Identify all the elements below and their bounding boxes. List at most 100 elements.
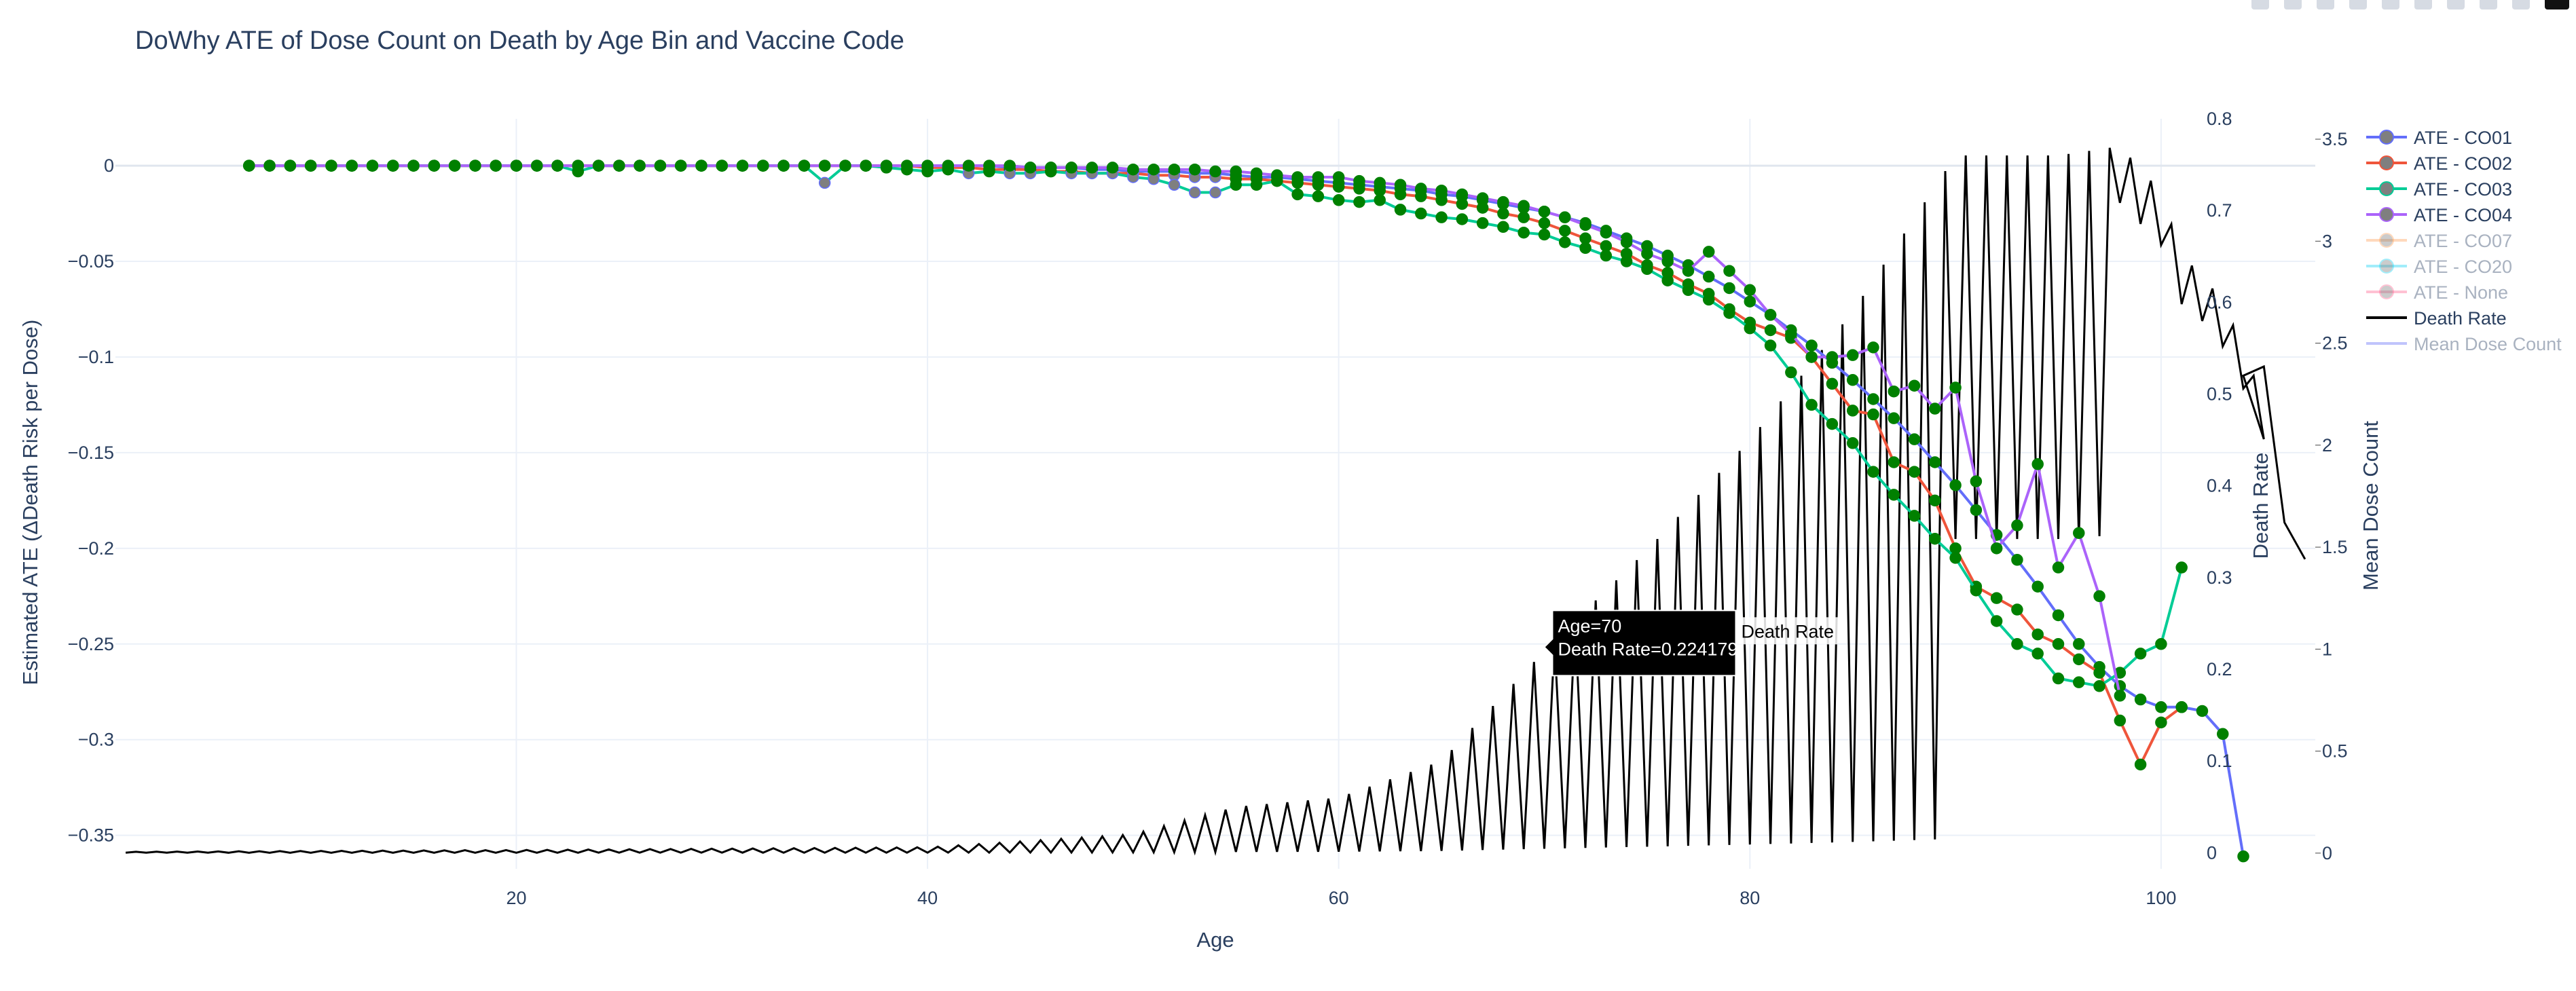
series-ate-co04-point (1641, 247, 1653, 260)
series-ate-co04-point (1086, 162, 1099, 174)
zoom-in-icon[interactable] (2414, 0, 2432, 10)
series-ate-co04-point (1723, 265, 1735, 277)
series-ate-co04-point (757, 160, 769, 172)
series-ate-co04-point (2011, 519, 2023, 531)
series-ate-co03-point (2093, 680, 2105, 692)
legend-swatch-marker (2379, 181, 2394, 196)
y-tick-label: −0.1 (78, 347, 114, 367)
y2-tick-label: 0.2 (2207, 659, 2232, 679)
series-ate-co04-point (1250, 167, 1263, 180)
series-ate-co04-point (880, 160, 893, 172)
y3-tick-label: 3.5 (2322, 129, 2348, 149)
y3-tick-label: 0 (2322, 843, 2332, 863)
y3-axis-title: Mean Dose Count (2359, 421, 2382, 591)
series-ate-co03-point (1332, 194, 1345, 206)
series-ate-co03-point (1867, 466, 1879, 478)
series-ate-co04-point (1106, 162, 1119, 174)
series-ate-co03-point (1188, 186, 1201, 199)
series-ate-co03-point (2052, 672, 2065, 685)
legend-label: ATE - CO07 (2414, 231, 2512, 251)
series-death-rate-line (125, 147, 2306, 857)
series-ate-co01-point (1702, 270, 1715, 283)
series-ate-co03-point (1456, 213, 1469, 225)
legend-swatch-marker (2379, 233, 2394, 248)
series-ate-co03-point (1394, 204, 1407, 216)
pan-icon[interactable] (2317, 0, 2334, 10)
series-ate-co04-point (1374, 176, 1386, 189)
series-ate-co04-point (1147, 163, 1160, 176)
series-ate-co04-point (1312, 171, 1325, 183)
y2-axis-title: Death Rate (2249, 453, 2273, 559)
legend-item-death-rate[interactable]: Death Rate (2366, 308, 2507, 329)
y2-tick-label: 0 (2207, 842, 2217, 863)
y2-tick-label: 0.4 (2207, 476, 2232, 496)
series-ate-co03-point (1744, 322, 1756, 335)
legend-label: ATE - CO01 (2414, 128, 2512, 148)
modebar (2251, 0, 2569, 12)
box-select-icon[interactable] (2349, 0, 2367, 10)
y2-tick-label: 0.5 (2207, 384, 2232, 405)
series-ate-co04-point (674, 160, 687, 172)
legend-swatch-marker (2379, 207, 2394, 222)
series-ate-co04-point (777, 160, 790, 172)
hover-line-1: Age=70 (1558, 616, 1621, 636)
series-ate-co04-point (263, 160, 276, 172)
y-axis-title: Estimated ATE (ΔDeath Risk per Dose) (18, 320, 42, 686)
legend-label: ATE - CO04 (2414, 205, 2512, 225)
hover-trace-name: Death Rate (1741, 621, 1834, 641)
series-ate-co01-point (1867, 393, 1879, 405)
x-tick-label: 60 (1329, 888, 1349, 908)
series-ate-co04-point (1291, 171, 1304, 183)
series-ate-co04-point (613, 160, 625, 172)
series-ate-co01-point (1805, 339, 1818, 352)
ticks-layer: 20 40 60 80 1000−0.05−0.1−0.15−0.2−0.25−0.3−… (68, 109, 2348, 908)
series-ate-co01-point (1846, 374, 1859, 386)
series-ate-co03-point (2175, 561, 2188, 574)
y2-tick-label: 0.7 (2207, 200, 2232, 221)
series-ate-co04-point (1949, 381, 1962, 394)
series-ate-co04-point (2073, 527, 2085, 540)
legend-item-ate-co04[interactable]: ATE - CO04 (2366, 205, 2512, 225)
legend-item-ate-co07[interactable]: ATE - CO07 (2366, 231, 2512, 251)
legend-label: ATE - CO03 (2414, 179, 2512, 200)
y-tick-label: −0.25 (68, 634, 114, 654)
legend-swatch-marker (2379, 284, 2394, 299)
series-ate-co02-point (2093, 667, 2105, 679)
series-ate-co01-point (2073, 638, 2085, 650)
legend-item-ate-co02[interactable]: ATE - CO02 (2366, 153, 2512, 174)
series-ate-co04-point (592, 160, 605, 172)
series-ate-co03-point (1764, 339, 1777, 352)
reset-axes-icon[interactable] (2512, 0, 2530, 10)
series-ate-co03-point (1785, 366, 1797, 379)
legend-item-mean-dose-count[interactable]: Mean Dose Count (2366, 334, 2562, 354)
autoscale-icon[interactable] (2480, 0, 2497, 10)
series-ate-co04-point (1579, 219, 1591, 231)
series-ate-co04-point (1538, 205, 1551, 218)
zoom-icon[interactable] (2284, 0, 2302, 10)
series-ate-co04-point (407, 160, 420, 172)
legend-item-ate-co01[interactable]: ATE - CO01 (2366, 128, 2512, 148)
series-ate-co04-point (243, 160, 255, 172)
lasso-select-icon[interactable] (2382, 0, 2399, 10)
series-ate-co04-point (366, 160, 379, 172)
series-ate-co02-point (2134, 758, 2147, 771)
series-ate-co02-point (1929, 494, 1941, 507)
x-tick-label: 40 (917, 888, 938, 908)
zoom-out-icon[interactable] (2447, 0, 2465, 10)
series-ate-co02-point (1888, 456, 1900, 468)
series-ate-co04-point (469, 160, 481, 172)
series-ate-co04-point (325, 160, 337, 172)
legend-item-ate-co20[interactable]: ATE - CO20 (2366, 257, 2512, 277)
plotly-logo-icon[interactable] (2545, 0, 2569, 10)
series-ate-co02-point (1908, 466, 1921, 478)
series-ate-co03-point (1805, 398, 1818, 411)
legend-item-ate-none[interactable]: ATE - None (2366, 282, 2508, 303)
y-tick-label: −0.35 (68, 825, 114, 846)
camera-icon[interactable] (2251, 0, 2269, 10)
legend-item-ate-co03[interactable]: ATE - CO03 (2366, 179, 2512, 200)
series-ate-co03-point (1888, 489, 1900, 501)
series-ate-co01-point (1888, 412, 1900, 424)
series-ate-co02-point (2031, 628, 2044, 641)
series-ate-co03-point (1908, 510, 1921, 522)
